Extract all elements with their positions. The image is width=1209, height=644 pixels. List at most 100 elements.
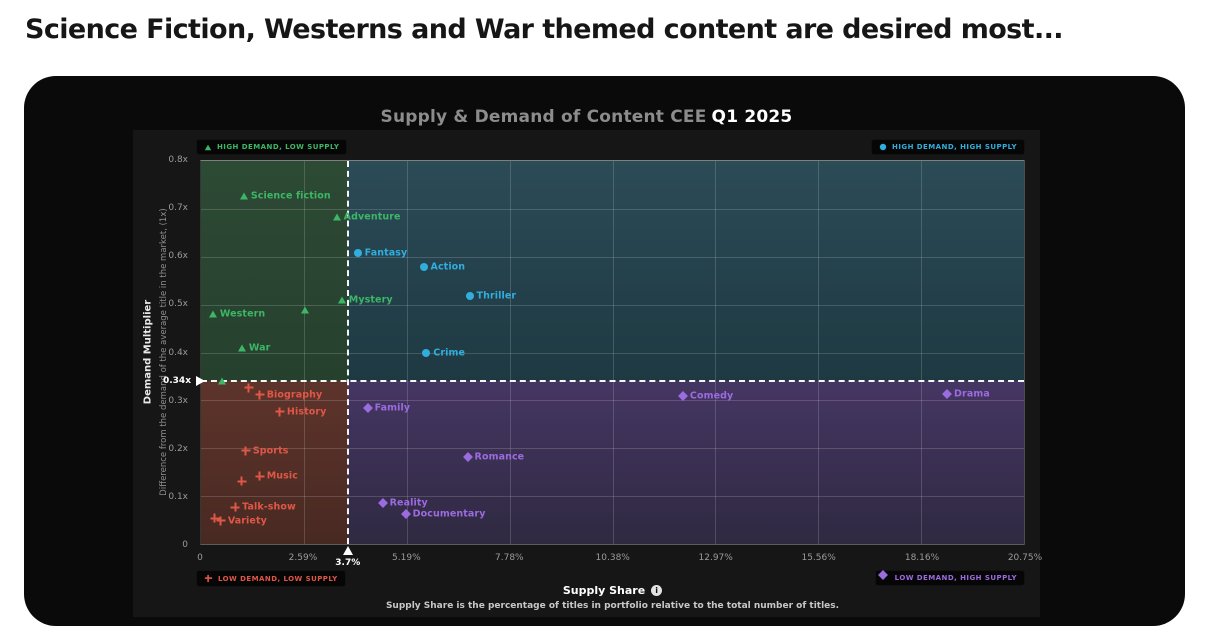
plus-marker-icon [241, 446, 251, 456]
point-label: Drama [954, 388, 990, 400]
triangle-marker-icon [300, 306, 309, 314]
supply-threshold-value: 3.7% [335, 558, 361, 568]
point-label: Documentary [412, 508, 486, 520]
plus-marker-icon [244, 383, 254, 393]
chart-card: Supply & Demand of Content CEE Q1 2025 De… [24, 76, 1185, 626]
point-label: Science fiction [250, 190, 331, 202]
triangle-marker-icon [239, 192, 248, 200]
gridline-vertical [715, 161, 717, 544]
point-label: Biography [266, 389, 323, 401]
point-label: Fantasy [364, 247, 408, 259]
legend-badge-label: LOW DEMAND, HIGH SUPPLY [894, 574, 1017, 582]
x-tick-label: 18.16% [904, 553, 940, 563]
supply-threshold-line [346, 161, 349, 544]
point-label: Romance [474, 451, 525, 463]
circle-marker-icon [419, 263, 428, 272]
point-label: War [248, 342, 271, 354]
point-label: Sports [252, 445, 289, 457]
x-tick-label: 15.56% [801, 553, 836, 563]
point-label: Western [219, 308, 266, 320]
point-label: Action [430, 261, 466, 273]
y-tick-label: 0.8x [168, 155, 188, 165]
chart-title: Supply & Demand of Content CEE Q1 2025 [133, 107, 1040, 127]
y-tick-label: 0.5x [168, 299, 188, 310]
x-tick-label: 2.59% [288, 553, 318, 563]
gridline-vertical [406, 161, 408, 544]
legend-badge-tr: HIGH DEMAND, HIGH SUPPLY [871, 139, 1025, 155]
chart-panel: Demand Multiplier Difference from the de… [133, 130, 1042, 617]
legend-badge-label: HIGH DEMAND, LOW SUPPLY [217, 143, 340, 151]
x-tick-label: 7.78% [495, 553, 524, 563]
gridline-vertical [818, 161, 820, 544]
x-axis-description: Supply Share is the percentage of titles… [385, 601, 840, 611]
chart-title-period: Q1 2025 [711, 107, 793, 127]
legend-badge-label: LOW DEMAND, LOW SUPPLY [218, 574, 338, 583]
quadrant-top-left [201, 161, 348, 382]
gridline-horizontal [201, 400, 1024, 402]
gridline-vertical [921, 161, 923, 544]
page-title: Science Fiction, Westerns and War themed… [25, 14, 1064, 45]
point-label: Music [266, 470, 298, 482]
circle-marker-icon [422, 348, 431, 357]
point-label: Comedy [689, 390, 734, 402]
plus-marker-icon [230, 502, 240, 512]
y-tick-label: 0 [182, 540, 188, 550]
triangle-marker-icon [237, 344, 246, 352]
point-label: Crime [433, 347, 466, 359]
point-label: Variety [227, 515, 267, 527]
y-tick-label: 0.4x [168, 347, 188, 358]
chart-title-text: Supply & Demand of Content CEE [380, 107, 707, 127]
gridline-horizontal [201, 256, 1024, 258]
y-axis-ticks: 0 0.1x 0.2x 0.3x 0.4x 0.5x 0.6x 0.7x 0.8x [133, 155, 194, 550]
x-tick-label: 10.38% [595, 553, 630, 563]
gridline-vertical [509, 161, 511, 544]
point-label: History [286, 406, 327, 418]
point-label: Talk-show [242, 501, 296, 513]
y-tick-label: 0.6x [168, 251, 188, 262]
y-tick-label: 0.1x [168, 491, 188, 502]
demand-threshold-value: 0.34x [162, 376, 191, 387]
triangle-marker-icon [204, 144, 212, 150]
legend-badge-tl: HIGH DEMAND, LOW SUPPLY [196, 139, 348, 155]
triangle-marker-icon [332, 213, 341, 221]
gridline-vertical [1024, 161, 1025, 544]
x-tick-label: 5.19% [392, 553, 421, 563]
x-tick-label: 20.75% [1007, 553, 1043, 563]
x-axis-label: Supply Share i [200, 584, 1025, 597]
gridline-vertical [303, 161, 305, 544]
x-tick-label: 0 [197, 553, 203, 563]
plus-marker-icon [237, 476, 247, 486]
x-tick-label: 12.97% [698, 553, 733, 563]
gridline-horizontal [201, 448, 1024, 450]
legend-badge-bl: LOW DEMAND, LOW SUPPLY [196, 570, 346, 587]
demand-threshold-line [201, 380, 1024, 383]
plus-marker-icon [210, 513, 220, 523]
plus-marker-icon [204, 574, 213, 583]
y-tick-label: 0.2x [168, 443, 188, 454]
legend-badge-br: LOW DEMAND, HIGH SUPPLY [874, 569, 1025, 586]
gridline-horizontal [201, 304, 1024, 306]
point-label: Mystery [348, 294, 393, 306]
triangle-marker-icon [337, 296, 346, 304]
info-icon[interactable]: i [651, 585, 663, 596]
quadrant-bottom-right [347, 381, 1024, 544]
point-label: Thriller [476, 290, 517, 302]
circle-marker-icon [879, 143, 887, 151]
diamond-marker-icon [877, 569, 888, 580]
supply-threshold-arrow-icon [342, 546, 353, 555]
gridline-vertical [612, 161, 614, 544]
plot-area: 0.34x 3.7% Science fiction Adventure Mystery… [163, 160, 1025, 568]
quadrant-bottom-left [201, 381, 348, 544]
plus-marker-icon [255, 471, 265, 481]
circle-marker-icon [353, 249, 362, 258]
triangle-marker-icon [208, 310, 217, 318]
legend-badge-label: HIGH DEMAND, HIGH SUPPLY [892, 143, 1017, 151]
x-axis-ticks: 0 2.59% 5.19% 7.78% 10.38% 12.97% 15.56% 18.16%… [197, 553, 1042, 565]
point-label: Family [374, 402, 411, 414]
y-tick-label: 0.3x [168, 395, 188, 406]
point-label: Adventure [343, 211, 401, 223]
plus-marker-icon [275, 407, 285, 417]
triangle-marker-icon [218, 377, 227, 385]
quadrant-top-right [347, 161, 1024, 382]
gridline-horizontal [201, 352, 1024, 354]
